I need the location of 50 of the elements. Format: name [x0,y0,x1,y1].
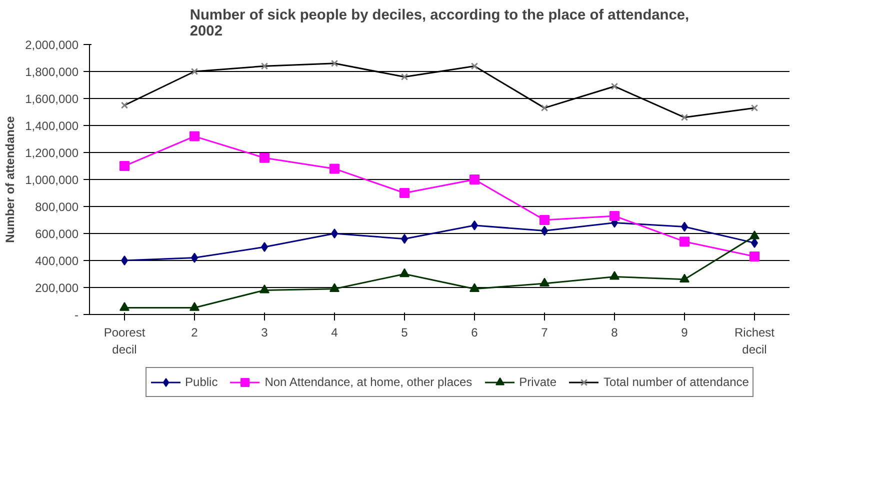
legend-label: Total number of attendance [604,374,749,388]
x-tick-label: 2 [191,326,198,340]
point [470,283,480,292]
point [331,228,338,238]
point [261,242,268,252]
y-tick-label: 1,000,000 [25,173,79,187]
y-axis-title: Number of attendance [3,116,18,243]
point [680,236,690,247]
y-tick-label: 1,400,000 [25,119,79,133]
x-tick-label: 5 [401,326,408,340]
y-tick-label: 1,800,000 [25,65,79,79]
point [330,283,340,292]
legend-label: Private [519,374,557,388]
point [330,164,340,174]
y-tick-label: 1,200,000 [25,146,79,160]
x-tick-label: 9 [681,326,688,340]
x-tick-label: 7 [541,326,548,340]
point [260,284,270,294]
point [120,302,130,311]
point [610,210,620,221]
point [120,161,130,171]
y-tick-label: 400,000 [35,254,79,268]
point [400,268,410,278]
x-tick-label: Richest decil [734,326,776,356]
point [680,274,690,282]
y-tick-label: 1,600,000 [25,92,79,106]
x-tick-label: 6 [471,326,478,340]
y-tick-label: 800,000 [35,200,79,214]
point [610,271,620,280]
point [750,251,760,262]
point [400,188,410,198]
point [260,152,270,163]
point [121,256,128,266]
legend-label: Non Attendance, at home, other places [264,374,472,388]
point [750,230,760,240]
x-tick-label: Poorest decil [104,326,146,356]
point [540,278,550,287]
chart-title: Number of sick people by deciles, according to the place of attendance, 2002 [190,8,690,40]
x-tick-label: 3 [261,326,268,340]
x-tick-label: 4 [331,326,338,340]
point [190,131,200,142]
y-tick-label: 600,000 [35,227,79,241]
y-tick-label: 2,000,000 [25,38,79,52]
y-tick-label: 200,000 [35,281,79,295]
legend-label: Public [185,374,218,388]
y-tick-label: - [74,308,79,322]
point [470,174,480,184]
point [540,215,550,225]
point [190,302,200,311]
x-tick-label: 8 [611,326,618,340]
